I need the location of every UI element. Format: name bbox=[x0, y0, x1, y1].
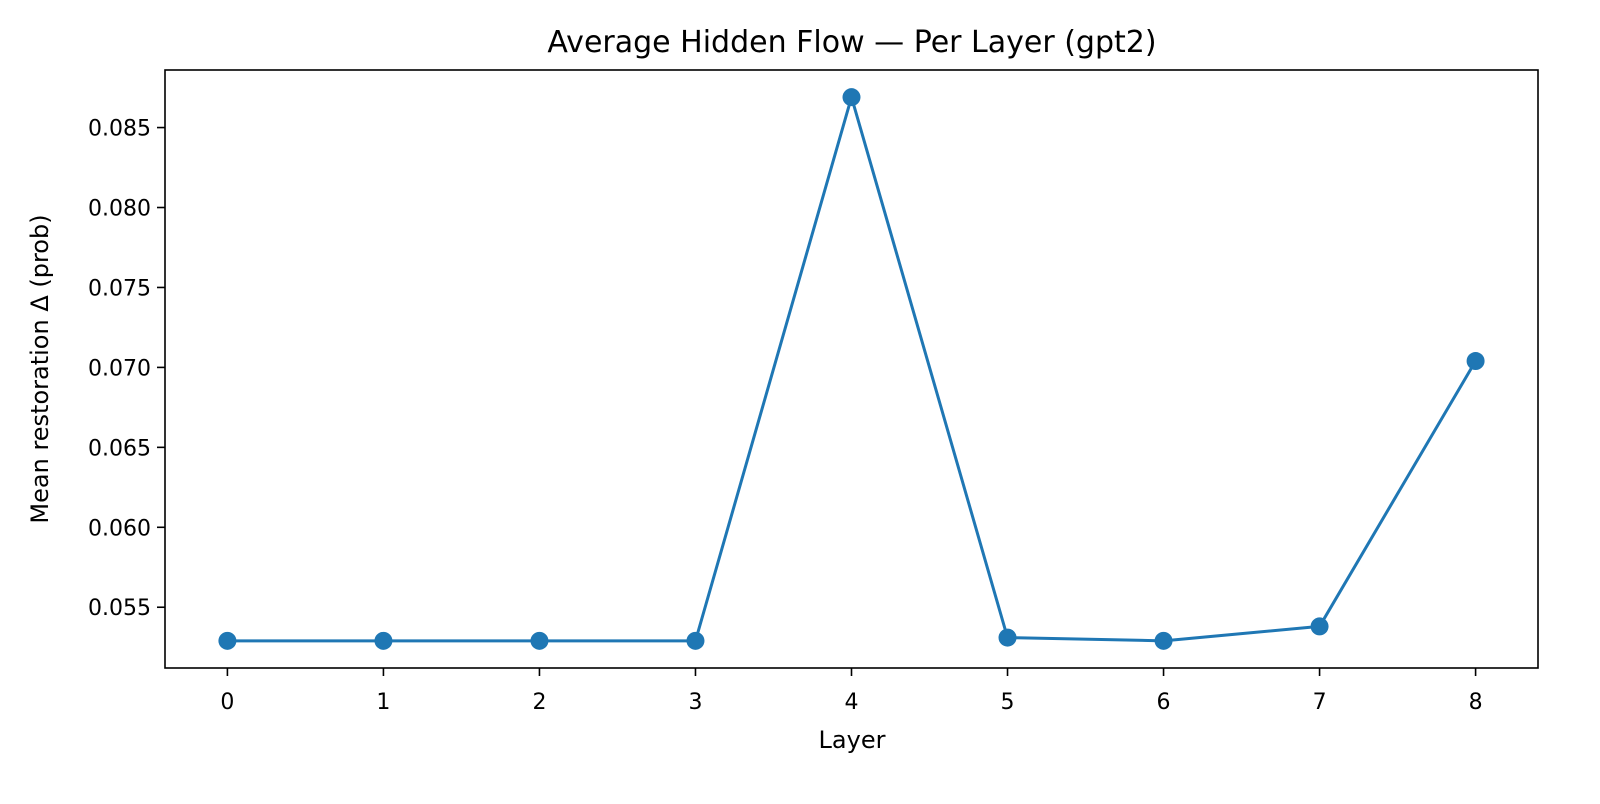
x-tick-label: 3 bbox=[688, 690, 702, 715]
y-axis: 0.055 0.060 0.065 0.070 0.075 0.080 0.085 bbox=[88, 117, 165, 621]
x-tick-label: 8 bbox=[1469, 690, 1483, 715]
x-tick-label: 4 bbox=[845, 690, 859, 715]
x-tick-label: 5 bbox=[1001, 690, 1015, 715]
x-tick-label: 1 bbox=[376, 690, 390, 715]
y-tick-label: 0.080 bbox=[88, 197, 151, 222]
data-point bbox=[374, 631, 393, 650]
series-layer bbox=[218, 88, 1485, 650]
data-point bbox=[686, 631, 705, 650]
x-tick-label: 7 bbox=[1313, 690, 1327, 715]
y-axis-label: Mean restoration Δ (prob) bbox=[26, 214, 54, 523]
y-tick-label: 0.060 bbox=[88, 516, 151, 541]
data-point bbox=[218, 631, 237, 650]
x-tick-label: 6 bbox=[1157, 690, 1171, 715]
data-point bbox=[1310, 617, 1329, 636]
y-tick-label: 0.065 bbox=[88, 436, 151, 461]
data-point bbox=[1466, 352, 1485, 371]
data-point bbox=[842, 88, 861, 107]
x-axis-label: Layer bbox=[819, 726, 886, 754]
x-tick-label: 0 bbox=[220, 690, 234, 715]
y-tick-label: 0.085 bbox=[88, 117, 151, 142]
series-line bbox=[227, 95, 1477, 643]
y-tick-label: 0.070 bbox=[88, 356, 151, 381]
plot-area-frame bbox=[164, 69, 1539, 669]
data-point bbox=[1154, 631, 1173, 650]
y-tick-label: 0.075 bbox=[88, 276, 151, 301]
data-point bbox=[530, 631, 549, 650]
x-tick-label: 2 bbox=[532, 690, 546, 715]
data-point bbox=[998, 628, 1017, 647]
x-axis: 0 1 2 3 4 5 6 7 8 bbox=[220, 668, 1483, 715]
chart-title: Average Hidden Flow — Per Layer (gpt2) bbox=[547, 25, 1156, 60]
y-tick-label: 0.055 bbox=[88, 596, 151, 621]
